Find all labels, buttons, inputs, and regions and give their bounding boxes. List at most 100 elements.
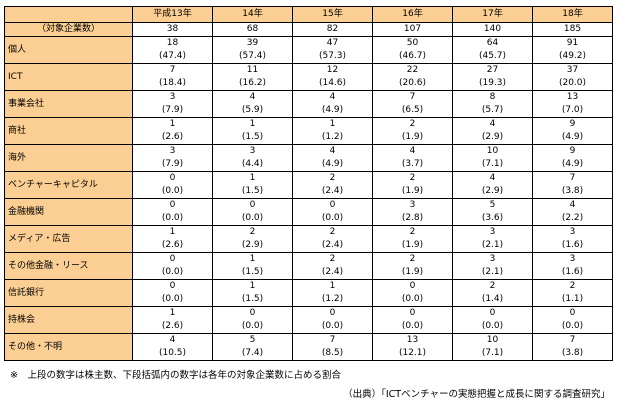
count-value: 1 [132, 225, 213, 239]
count-value: 3 [132, 90, 213, 104]
count-value: 4 [132, 333, 213, 347]
count-value: 64 [452, 36, 533, 50]
count-value: 1 [132, 117, 213, 131]
percent-value: (0.0) [532, 320, 613, 334]
shareholder-table-container: 平成13年 14年 15年 16年 17年 18年 （対象企業数） 38 68 … [4, 6, 613, 361]
percent-value: (12.1) [372, 347, 453, 361]
category-label: その他・不明 [4, 333, 133, 361]
count-value: 39 [212, 36, 293, 50]
percent-value: (8.5) [292, 347, 373, 361]
percent-value: (0.0) [452, 320, 533, 334]
percent-value: (1.1) [532, 293, 613, 307]
count-value: 3 [212, 144, 293, 158]
category-label: ベンチャーキャピタル [4, 171, 133, 199]
count-value: 0 [132, 171, 213, 185]
count-value: 7 [132, 63, 213, 77]
percent-value: (19.3) [452, 77, 533, 91]
category-count-row: 商社 1 1 1 2 4 9 [4, 117, 613, 145]
percent-value: (10.5) [132, 347, 213, 361]
count-value: 10 [452, 144, 533, 158]
percent-value: (2.6) [132, 131, 213, 145]
count-value: 3 [452, 252, 533, 266]
count-value: 7 [292, 333, 373, 347]
count-value: 5 [452, 198, 533, 212]
count-value: 18 [132, 36, 213, 50]
category-percent-row: (7.9) (5.9) (4.9) (6.5) (5.7) (7.0) [5, 104, 613, 118]
count-value: 4 [292, 90, 373, 104]
count-value: 2 [292, 252, 373, 266]
percent-value: (2.6) [132, 239, 213, 253]
category-percent-row: (0.0) (1.5) (2.4) (1.9) (2.1) (1.6) [5, 266, 613, 280]
count-value: 4 [292, 144, 373, 158]
category-count-row: 金融機関 0 0 0 3 5 4 [4, 198, 613, 226]
count-value: 50 [372, 36, 453, 50]
category-percent-row: (2.6) (0.0) (0.0) (0.0) (0.0) (0.0) [5, 320, 613, 334]
count-value: 0 [372, 279, 453, 293]
percent-value: (5.9) [212, 104, 293, 118]
count-value: 12 [292, 63, 373, 77]
percent-value: (14.6) [292, 77, 373, 91]
count-value: 4 [532, 198, 613, 212]
percent-value: (1.5) [212, 266, 293, 280]
category-count-row: ICT 7 11 12 22 27 37 [4, 63, 613, 91]
count-value: 1 [212, 117, 293, 131]
percent-value: (7.9) [132, 158, 213, 172]
category-count-row: その他金融・リース 0 1 2 2 3 3 [4, 252, 613, 280]
percent-value: (1.5) [212, 293, 293, 307]
category-percent-row: (2.6) (1.5) (1.2) (1.9) (2.9) (4.9) [5, 131, 613, 145]
percent-value: (0.0) [372, 293, 453, 307]
percent-value: (6.5) [372, 104, 453, 118]
count-value: 2 [212, 225, 293, 239]
percent-value: (1.6) [532, 266, 613, 280]
percent-value: (4.9) [292, 104, 373, 118]
count-value: 0 [212, 198, 293, 212]
percent-value: (7.1) [452, 158, 533, 172]
category-count-row: 個人 18 39 47 50 64 91 [4, 36, 613, 64]
total-value: 140 [452, 22, 533, 37]
count-value: 2 [292, 225, 373, 239]
count-value: 1 [132, 306, 213, 320]
year-header: 14年 [212, 6, 293, 23]
count-value: 3 [372, 198, 453, 212]
count-value: 4 [452, 171, 533, 185]
count-value: 91 [532, 36, 613, 50]
percent-value: (7.0) [532, 104, 613, 118]
year-header: 平成13年 [132, 6, 213, 23]
count-value: 0 [292, 306, 373, 320]
category-label: 金融機関 [4, 198, 133, 226]
count-value: 1 [212, 252, 293, 266]
category-label: 事業会社 [4, 90, 133, 118]
percent-value: (1.2) [292, 293, 373, 307]
category-label: 商社 [4, 117, 133, 145]
percent-value: (1.5) [212, 185, 293, 199]
category-label: 海外 [4, 144, 133, 172]
category-percent-row: (0.0) (1.5) (2.4) (1.9) (2.9) (3.8) [5, 185, 613, 199]
count-value: 1 [292, 279, 373, 293]
percent-value: (1.5) [212, 131, 293, 145]
percent-value: (49.2) [532, 50, 613, 64]
count-value: 1 [292, 117, 373, 131]
category-count-row: 持株会 1 0 0 0 0 0 [4, 306, 613, 334]
total-value: 38 [132, 22, 213, 37]
total-value: 68 [212, 22, 293, 37]
percent-value: (1.9) [372, 131, 453, 145]
percent-value: (4.9) [532, 158, 613, 172]
percent-value: (0.0) [292, 212, 373, 226]
category-label: メディア・広告 [4, 225, 133, 253]
percent-value: (7.9) [132, 104, 213, 118]
count-value: 4 [212, 90, 293, 104]
year-header: 17年 [452, 6, 533, 23]
percent-value: (0.0) [132, 293, 213, 307]
percent-value: (0.0) [372, 320, 453, 334]
percent-value: (7.4) [212, 347, 293, 361]
count-value: 2 [372, 117, 453, 131]
percent-value: (2.9) [212, 239, 293, 253]
total-row: （対象企業数） 38 68 82 107 140 185 [4, 22, 613, 37]
percent-value: (0.0) [212, 320, 293, 334]
percent-value: (3.7) [372, 158, 453, 172]
count-value: 2 [372, 252, 453, 266]
percent-value: (2.9) [452, 131, 533, 145]
count-value: 9 [532, 144, 613, 158]
count-value: 9 [532, 117, 613, 131]
count-value: 27 [452, 63, 533, 77]
